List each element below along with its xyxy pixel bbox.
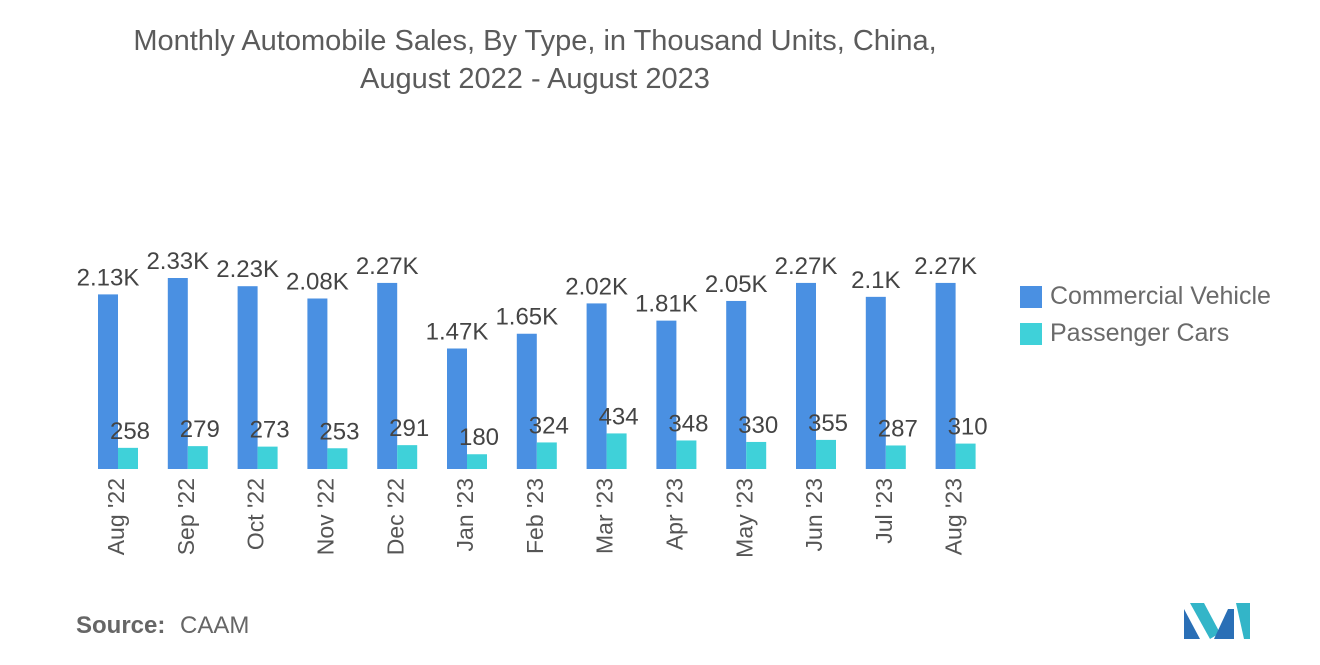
- data-label-commercial-vehicle-3: 2.08K: [286, 268, 349, 295]
- x-tick-label-9: May '23: [731, 478, 757, 558]
- data-label-passenger-cars-12: 310: [948, 414, 988, 441]
- x-tick-label-3: Nov '22: [312, 478, 338, 555]
- bar-passenger-cars-8: [676, 440, 697, 469]
- bar-passenger-cars-5: [467, 454, 487, 469]
- bar-commercial-vehicle-6: [516, 333, 537, 469]
- bar-passenger-cars-4: [397, 445, 418, 469]
- data-label-commercial-vehicle-10: 2.27K: [775, 253, 838, 280]
- bar-commercial-vehicle-12: [935, 282, 956, 469]
- bar-commercial-vehicle-8: [656, 320, 677, 469]
- data-label-passenger-cars-7: 434: [599, 403, 639, 430]
- data-label-passenger-cars-2: 273: [250, 417, 290, 444]
- legend-label-passenger-cars: Passenger Cars: [1050, 319, 1230, 347]
- data-label-commercial-vehicle-7: 2.02K: [565, 273, 628, 300]
- chart-legend: Commercial Vehicle Passenger Cars: [1020, 278, 1271, 352]
- chart-title: Monthly Automobile Sales, By Type, in Th…: [70, 22, 1000, 98]
- bar-commercial-vehicle-5: [447, 348, 467, 469]
- data-label-commercial-vehicle-0: 2.13K: [77, 264, 140, 291]
- bar-commercial-vehicle-0: [98, 294, 118, 469]
- data-label-passenger-cars-11: 287: [878, 415, 918, 442]
- bar-passenger-cars-9: [746, 441, 767, 469]
- data-label-passenger-cars-6: 324: [529, 412, 569, 439]
- bar-passenger-cars-11: [885, 445, 906, 469]
- bar-commercial-vehicle-7: [586, 303, 607, 469]
- legend-swatch-commercial-vehicle: [1020, 285, 1042, 308]
- x-tick-label-10: Jun '23: [801, 478, 827, 551]
- bar-passenger-cars-2: [257, 446, 278, 469]
- x-tick-label-1: Sep '22: [173, 478, 199, 555]
- chart-title-line-1: Monthly Automobile Sales, By Type, in Th…: [133, 25, 937, 57]
- source-note: Source: CAAM: [76, 612, 249, 640]
- data-label-passenger-cars-1: 279: [180, 416, 220, 443]
- data-label-commercial-vehicle-11: 2.1K: [851, 267, 900, 294]
- x-tick-label-6: Feb '23: [522, 478, 548, 554]
- source-label: Source:: [76, 612, 166, 639]
- x-tick-label-2: Oct '22: [243, 478, 269, 550]
- data-label-passenger-cars-8: 348: [668, 410, 708, 437]
- bar-passenger-cars-6: [536, 442, 557, 469]
- data-label-commercial-vehicle-5: 1.47K: [426, 318, 489, 345]
- bar-passenger-cars-0: [118, 447, 138, 469]
- legend-label-commercial-vehicle: Commercial Vehicle: [1050, 282, 1271, 310]
- data-label-passenger-cars-0: 258: [110, 418, 150, 445]
- x-tick-label-12: Aug '23: [941, 478, 967, 555]
- x-tick-label-8: Apr '23: [661, 478, 687, 550]
- x-tick-label-7: Mar '23: [592, 478, 618, 554]
- chart-title-line-2: August 2022 - August 2023: [360, 63, 710, 95]
- bar-commercial-vehicle-9: [726, 300, 747, 469]
- bar-commercial-vehicle-2: [237, 286, 258, 469]
- company-logo: [1184, 603, 1250, 639]
- bar-passenger-cars-3: [327, 448, 348, 469]
- bar-passenger-cars-10: [816, 439, 836, 469]
- bar-passenger-cars-7: [606, 433, 627, 469]
- bar-chart: 2.13K 258 Aug '22 2.33K 279 Sep '22 2.23K 273 Oc…: [77, 248, 988, 558]
- data-label-passenger-cars-10: 355: [808, 410, 848, 437]
- source-value: CAAM: [180, 612, 250, 639]
- bar-commercial-vehicle-10: [796, 282, 816, 469]
- bar-commercial-vehicle-3: [307, 298, 328, 469]
- x-tick-label-11: Jul '23: [871, 478, 897, 544]
- bar-commercial-vehicle-4: [377, 282, 398, 469]
- data-label-passenger-cars-5: 180: [459, 424, 499, 451]
- bar-commercial-vehicle-1: [167, 278, 188, 469]
- data-label-passenger-cars-4: 291: [389, 415, 429, 442]
- legend-item-passenger-cars: Passenger Cars: [1020, 315, 1271, 352]
- x-tick-label-5: Jan '23: [452, 478, 478, 551]
- data-label-commercial-vehicle-8: 1.81K: [635, 291, 698, 318]
- data-label-passenger-cars-3: 253: [319, 418, 359, 445]
- data-label-commercial-vehicle-4: 2.27K: [356, 253, 419, 280]
- data-label-commercial-vehicle-1: 2.33K: [146, 248, 209, 275]
- data-label-passenger-cars-9: 330: [738, 412, 778, 439]
- x-tick-label-4: Dec '22: [382, 478, 408, 555]
- legend-swatch-passenger-cars: [1020, 322, 1042, 345]
- data-label-commercial-vehicle-12: 2.27K: [914, 253, 977, 280]
- data-label-commercial-vehicle-6: 1.65K: [495, 304, 558, 331]
- bar-passenger-cars-1: [187, 446, 208, 469]
- data-label-commercial-vehicle-2: 2.23K: [216, 256, 279, 283]
- bar-commercial-vehicle-11: [865, 296, 886, 469]
- data-label-commercial-vehicle-9: 2.05K: [705, 271, 768, 298]
- legend-item-commercial-vehicle: Commercial Vehicle: [1020, 278, 1271, 315]
- x-tick-label-0: Aug '22: [103, 478, 129, 555]
- bar-passenger-cars-12: [955, 443, 976, 469]
